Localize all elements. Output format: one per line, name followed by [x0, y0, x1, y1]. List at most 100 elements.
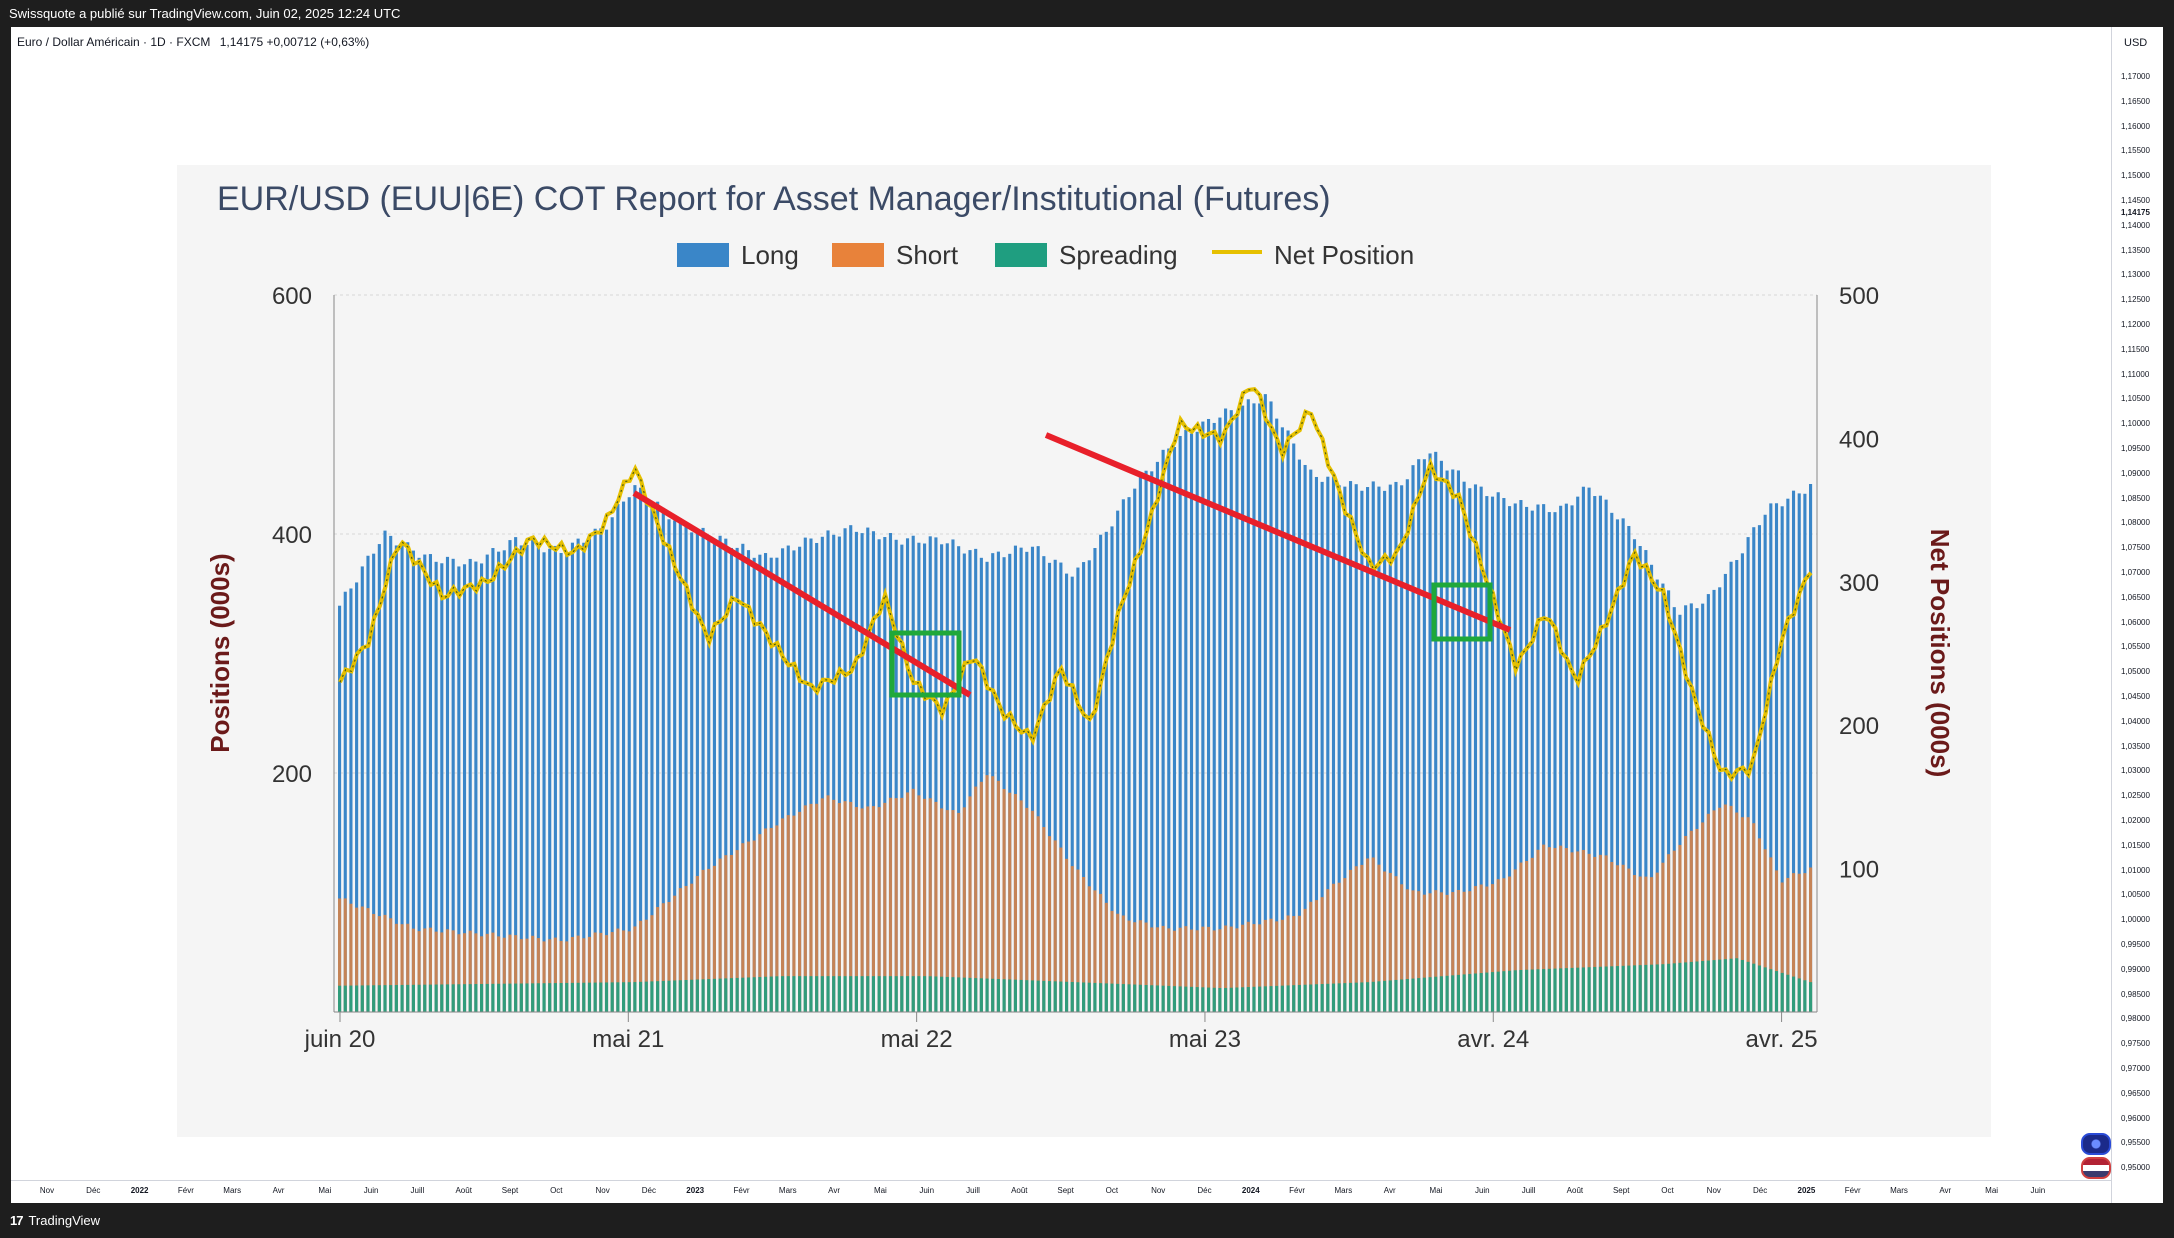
- price-tick: 1,03500: [2121, 741, 2150, 751]
- long-bar: [1167, 448, 1171, 1012]
- long-bar: [1087, 560, 1091, 1012]
- spreading-bar: [1769, 969, 1773, 1012]
- spreading-bar: [1297, 984, 1301, 1012]
- long-bar: [1638, 546, 1642, 1012]
- long-bar: [1155, 461, 1159, 1013]
- symbol-legend[interactable]: Euro / Dollar Américain · 1D · FXCM 1,14…: [17, 35, 369, 49]
- short-bar: [355, 907, 359, 1012]
- spreading-bar: [497, 983, 501, 1012]
- short-bar: [1451, 892, 1455, 1012]
- long-bar: [1780, 506, 1784, 1012]
- spreading-bar: [1615, 966, 1620, 1012]
- short-bar: [1649, 877, 1654, 1012]
- eu-flag-icon[interactable]: [2081, 1133, 2111, 1155]
- short-bar: [1769, 857, 1773, 1012]
- short-bar: [468, 930, 472, 1012]
- time-axis[interactable]: Nov Déc 2022 Févr Mars Avr Mai Juin Juill Août Sep…: [11, 1180, 2111, 1204]
- long-bar: [1490, 496, 1495, 1013]
- spreading-bar: [820, 976, 824, 1012]
- us-flag-icon[interactable]: [2081, 1157, 2111, 1179]
- time-tick: Nov: [1151, 1186, 1166, 1195]
- long-bar: [1502, 498, 1506, 1012]
- price-tick: 1,01500: [2121, 840, 2150, 850]
- spreading-bar: [837, 976, 841, 1012]
- long-bar: [1701, 603, 1705, 1012]
- long-bar: [1059, 562, 1063, 1012]
- long-bar: [1712, 589, 1716, 1012]
- long-bar: [883, 537, 887, 1012]
- spreading-bar: [1326, 983, 1330, 1012]
- long-bar: [366, 555, 370, 1012]
- short-bar: [1388, 872, 1392, 1012]
- short-bar: [338, 898, 342, 1012]
- spreading-bar: [860, 976, 864, 1012]
- symbol-name: Euro / Dollar Américain · 1D · FXCM: [17, 35, 211, 49]
- spreading-bar: [1638, 965, 1642, 1012]
- long-bar: [928, 536, 932, 1012]
- short-bar: [1195, 930, 1199, 1012]
- spreading-bar: [360, 985, 364, 1012]
- long-bar: [349, 588, 353, 1012]
- spreading-bar: [1479, 973, 1483, 1012]
- spreading-bar: [1354, 982, 1358, 1012]
- long-bar: [565, 552, 569, 1012]
- spreading-bar: [1076, 982, 1080, 1012]
- symbol-change: +0,00712 (+0,63%): [266, 35, 370, 49]
- spreading-bar: [1581, 967, 1585, 1012]
- time-tick: Août: [455, 1186, 472, 1195]
- short-bar: [758, 834, 762, 1012]
- short-bar: [900, 797, 904, 1012]
- highlight-box-1: [889, 630, 962, 698]
- spreading-bar: [1797, 978, 1801, 1012]
- short-bar: [627, 931, 631, 1012]
- time-tick: Févr: [1289, 1186, 1306, 1195]
- long-bar: [514, 537, 518, 1012]
- short-bar: [1638, 876, 1642, 1012]
- price-tick: 1,15500: [2121, 146, 2150, 156]
- spreading-bar: [1610, 966, 1614, 1012]
- spreading-bar: [548, 983, 552, 1012]
- long-bar: [803, 537, 807, 1012]
- spreading-bar: [877, 976, 881, 1012]
- spreading-bar: [1246, 987, 1250, 1012]
- short-bar: [1394, 876, 1398, 1012]
- spreading-bar: [1371, 981, 1375, 1012]
- long-bar: [1235, 413, 1239, 1012]
- short-bar: [656, 907, 660, 1012]
- tradingview-logo-icon: 17: [10, 1213, 24, 1228]
- short-bar: [644, 919, 648, 1012]
- short-bar: [1644, 876, 1648, 1012]
- spreading-bar: [775, 976, 779, 1012]
- currency-label[interactable]: USD: [2124, 37, 2148, 49]
- spreading-bar: [394, 985, 398, 1012]
- spreading-bar: [1439, 976, 1443, 1012]
- long-bar: [1752, 527, 1756, 1012]
- spreading-bar: [673, 980, 677, 1012]
- legend-swatch: [832, 243, 884, 267]
- legend-swatch: [677, 243, 729, 267]
- short-bar: [1706, 813, 1710, 1012]
- short-bar: [1655, 872, 1659, 1012]
- short-bar: [1150, 927, 1154, 1012]
- spreading-bar: [559, 983, 563, 1012]
- price-axis[interactable]: USD 1,17000 1,16500 1,16000 1,15500 1,15000 1…: [2111, 27, 2164, 1203]
- spreading-bar: [786, 976, 790, 1012]
- spreading-bar: [1065, 981, 1069, 1012]
- spreading-bar: [974, 978, 978, 1012]
- spreading-bar: [1803, 980, 1807, 1012]
- spreading-bar: [1661, 964, 1665, 1012]
- tradingview-logo[interactable]: 17 TradingView: [10, 1213, 100, 1228]
- short-bar: [553, 937, 557, 1012]
- spreading-bar: [377, 985, 381, 1012]
- short-bar: [445, 929, 450, 1012]
- long-bar: [372, 553, 376, 1012]
- short-bar: [1366, 858, 1370, 1012]
- time-tick: Sept: [501, 1186, 519, 1195]
- short-bar: [798, 811, 802, 1012]
- spreading-bar: [1468, 973, 1472, 1012]
- long-bar: [1042, 556, 1046, 1012]
- long-bar: [1632, 539, 1637, 1012]
- short-bar: [1241, 924, 1245, 1012]
- short-bar: [1371, 857, 1375, 1012]
- spreading-bar: [894, 976, 898, 1012]
